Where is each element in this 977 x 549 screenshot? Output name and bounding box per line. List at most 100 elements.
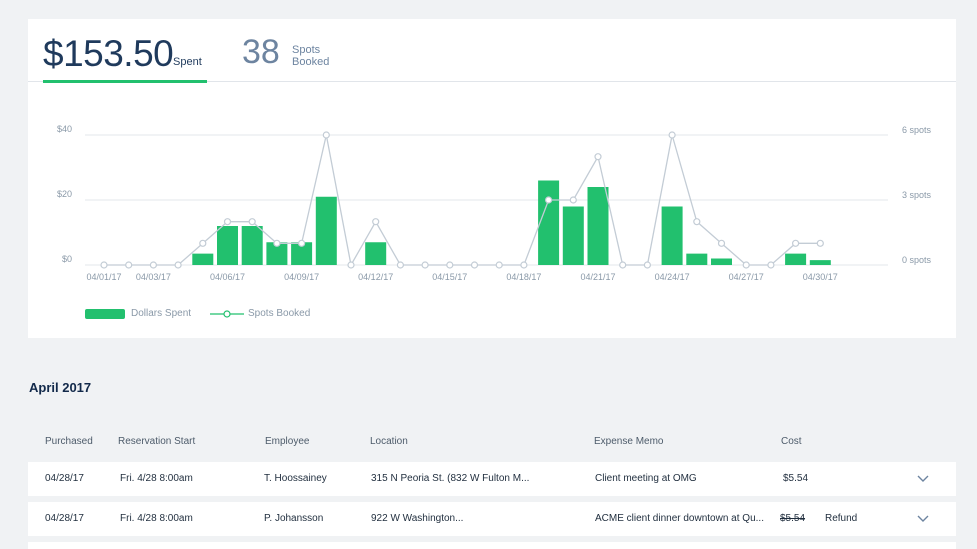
spent-value: $153.50: [43, 33, 174, 74]
chevron-down-icon[interactable]: [916, 511, 930, 525]
spots-line: [104, 134, 821, 267]
y-tick-label-left: $0: [62, 254, 72, 264]
legend-line-swatch: [210, 310, 244, 318]
bar: [809, 260, 831, 265]
cell-reservation-start: Fri. 4/28 8:00am: [120, 513, 193, 524]
spent-label: Spent: [173, 56, 202, 68]
x-tick-label: 04/27/17: [729, 272, 764, 282]
y-tick-label-right: 0 spots: [902, 255, 932, 265]
spots-point: [668, 131, 676, 139]
spots-point: [347, 261, 355, 269]
spots-point: [520, 261, 528, 269]
cell-purchased: 04/28/17: [45, 513, 84, 524]
spots-point: [495, 261, 503, 269]
spots-point: [569, 196, 577, 204]
table-row[interactable]: 04/28/17 Fri. 4/28 8:00am T. Hoossainey …: [28, 462, 956, 496]
cell-expense-memo: Client meeting at OMG: [595, 473, 697, 484]
x-tick-label: 04/18/17: [506, 272, 541, 282]
spots-point: [619, 261, 627, 269]
cell-location: 922 W Washington...: [371, 513, 464, 524]
bar: [241, 226, 263, 265]
legend-bar-swatch: [85, 309, 125, 319]
cell-reservation-start: Fri. 4/28 8:00am: [120, 473, 193, 484]
spots-point: [693, 218, 701, 226]
tab-spots-booked[interactable]: 38 Spots Booked: [242, 33, 362, 77]
spots-point: [149, 261, 158, 269]
table-header: Purchased Reservation Start Employee Loc…: [0, 436, 977, 452]
spots-point: [125, 261, 133, 269]
spots-point: [100, 261, 108, 269]
cell-status: Refund: [825, 513, 858, 524]
bar: [365, 242, 387, 265]
spots-point: [594, 153, 602, 161]
y-tick-label-left: $40: [57, 124, 72, 134]
stats-card: $153.50 Spent 38 Spots Booked $40 6 spots…: [28, 19, 956, 338]
spots-point: [470, 261, 479, 269]
x-tick-label: 04/24/17: [655, 272, 690, 282]
spots-point: [174, 261, 182, 269]
bar: [217, 226, 238, 265]
col-location[interactable]: Location: [370, 436, 408, 447]
col-cost[interactable]: Cost: [781, 436, 802, 447]
spots-point: [298, 239, 306, 247]
bar: [315, 196, 337, 265]
booked-label: Spots Booked: [292, 44, 330, 68]
spend-chart: $40 6 spots $20 3 spots $0 0 spots 04/01/17 04/…: [57, 124, 932, 282]
col-purchased[interactable]: Purchased: [45, 436, 93, 447]
spots-point: [199, 239, 207, 247]
spots-point: [791, 239, 800, 247]
spots-point: [816, 239, 824, 247]
legend-label-spots: Spots Booked: [248, 308, 311, 319]
col-reservation-start[interactable]: Reservation Start: [118, 436, 196, 447]
spots-point: [273, 239, 281, 247]
bar: [686, 253, 708, 265]
month-heading: April 2017: [29, 380, 92, 395]
bar: [661, 206, 683, 265]
y-tick-label-right: 6 spots: [902, 125, 932, 135]
spots-point: [446, 261, 454, 269]
bar: [538, 180, 560, 265]
spots-point: [248, 218, 256, 226]
spots-point: [742, 261, 750, 269]
spots-point: [421, 261, 429, 269]
y-tick-label-right: 3 spots: [902, 190, 932, 200]
cell-cost: $5.54: [783, 473, 809, 484]
spots-point: [322, 131, 330, 139]
bar: [562, 206, 584, 265]
legend-label-dollars: Dollars Spent: [131, 308, 192, 319]
tab-dollars-spent[interactable]: $153.50 Spent: [43, 33, 207, 83]
bar: [785, 253, 807, 265]
cell-location: 315 N Peoria St. (832 W Fulton M...: [371, 473, 530, 484]
bar: [291, 242, 313, 265]
x-tick-label: 04/09/17: [284, 272, 319, 282]
x-tick-label: 04/01/17: [86, 272, 121, 282]
chevron-down-icon[interactable]: [916, 471, 930, 485]
spots-point: [643, 261, 652, 269]
spots-point: [544, 196, 553, 204]
cell-cost-refunded: $5.54: [780, 513, 806, 524]
bar: [266, 242, 288, 265]
cell-employee: T. Hoossainey: [264, 473, 327, 484]
cell-purchased: 04/28/17: [45, 473, 84, 484]
col-employee[interactable]: Employee: [265, 436, 310, 447]
x-tick-label: 04/06/17: [210, 272, 245, 282]
active-tab-indicator: [43, 80, 207, 83]
x-tick-label: 04/30/17: [803, 272, 838, 282]
spots-point: [717, 239, 726, 247]
x-tick-label: 04/03/17: [136, 272, 171, 282]
summary-tabs: $153.50 Spent 38 Spots Booked: [28, 19, 956, 83]
x-tick-label: 04/21/17: [580, 272, 615, 282]
spots-point: [372, 218, 380, 226]
table-row[interactable]: 04/28/17 Fri. 4/28 8:00am P. Johansson 9…: [28, 502, 956, 536]
booked-value: 38: [242, 33, 280, 71]
bar: [587, 187, 609, 265]
bar: [711, 258, 732, 265]
x-tick-label: 04/15/17: [432, 272, 467, 282]
spots-point: [396, 261, 404, 269]
spots-point: [223, 218, 232, 226]
col-expense-memo[interactable]: Expense Memo: [594, 436, 664, 447]
cell-expense-memo: ACME client dinner downtown at Qu...: [595, 513, 764, 524]
spots-point: [767, 261, 775, 269]
y-tick-label-left: $20: [57, 189, 72, 199]
table-row[interactable]: [28, 542, 956, 549]
